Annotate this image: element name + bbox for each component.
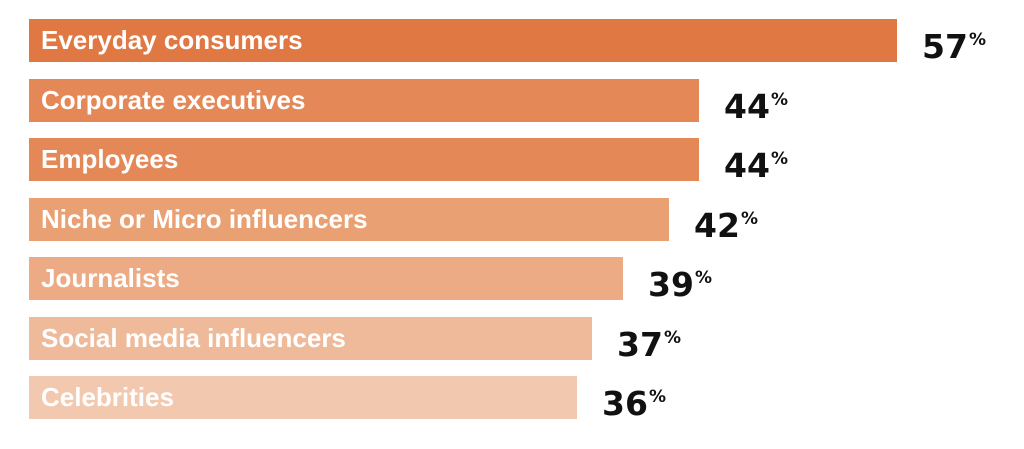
data-label-value: 37 <box>617 325 663 364</box>
data-label-value: 44 <box>724 87 770 126</box>
data-label-value: 57 <box>922 27 968 66</box>
percent-sign: % <box>663 328 681 348</box>
data-label-value: 44 <box>724 146 770 185</box>
data-label: 42% <box>694 198 758 245</box>
bar-label: Celebrities <box>41 382 174 412</box>
percent-sign: % <box>694 268 712 288</box>
bar: Employees <box>29 138 699 181</box>
bar: Everyday consumers <box>29 19 897 62</box>
data-label: 57% <box>922 19 986 66</box>
bar-label: Social media influencers <box>41 323 346 353</box>
percent-sign: % <box>770 90 788 110</box>
percent-sign: % <box>740 209 758 229</box>
data-label-value: 36 <box>602 384 648 423</box>
bar: Journalists <box>29 257 623 300</box>
data-label-value: 42 <box>694 206 740 245</box>
data-label: 44% <box>724 79 788 126</box>
bar-label: Corporate executives <box>41 85 306 115</box>
data-label: 37% <box>617 317 681 364</box>
bar: Corporate executives <box>29 79 699 122</box>
bar-label: Employees <box>41 144 179 174</box>
data-label: 39% <box>648 257 712 304</box>
bar: Niche or Micro influencers <box>29 198 669 241</box>
bar: Social media influencers <box>29 317 592 360</box>
bar-label: Everyday consumers <box>41 25 303 55</box>
percent-sign: % <box>968 30 986 50</box>
percent-sign: % <box>648 387 666 407</box>
bar-label: Niche or Micro influencers <box>41 204 368 234</box>
data-label-value: 39 <box>648 265 694 304</box>
data-label: 36% <box>602 376 666 423</box>
data-label: 44% <box>724 138 788 185</box>
percent-sign: % <box>770 149 788 169</box>
bar: Celebrities <box>29 376 577 419</box>
bar-label: Journalists <box>41 263 180 293</box>
